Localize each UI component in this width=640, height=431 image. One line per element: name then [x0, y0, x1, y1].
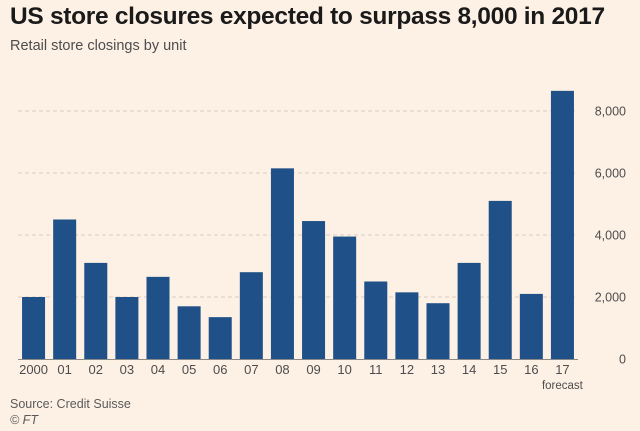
bar — [519, 293, 543, 359]
bar — [270, 168, 294, 359]
ft-credit: © FT — [10, 413, 38, 427]
x-tick-label: 01 — [57, 362, 71, 377]
y-tick-label: 6,000 — [595, 167, 626, 181]
x-tick-label: 16 — [524, 362, 538, 377]
bar — [457, 262, 481, 359]
bar — [146, 276, 170, 359]
source-note: Source: Credit Suisse — [10, 397, 131, 411]
bar — [488, 200, 512, 359]
x-tick-label: 04 — [151, 362, 165, 377]
x-tick-label: 06 — [213, 362, 227, 377]
y-tick-label: 2,000 — [595, 291, 626, 305]
bar — [333, 236, 357, 359]
x-tick-label: 09 — [306, 362, 320, 377]
x-tick-label: 13 — [431, 362, 445, 377]
x-tick-label: 10 — [337, 362, 351, 377]
bar — [115, 297, 139, 359]
bar — [395, 292, 419, 359]
x-tick-label: 15 — [493, 362, 507, 377]
x-tick-label: 03 — [120, 362, 134, 377]
bar — [53, 219, 77, 359]
x-tick-label: 11 — [369, 362, 383, 377]
bar — [22, 297, 46, 359]
chart-title: US store closures expected to surpass 8,… — [10, 3, 605, 30]
x-tick-label: 08 — [275, 362, 289, 377]
bar — [239, 272, 263, 359]
x-tick-label: 05 — [182, 362, 196, 377]
bar — [550, 90, 574, 359]
x-tick-label: 07 — [244, 362, 258, 377]
bar — [302, 221, 326, 359]
bar — [208, 317, 232, 359]
x-tick-label: 12 — [400, 362, 414, 377]
y-tick-label: 0 — [619, 353, 626, 367]
x-tick-label: 14 — [462, 362, 476, 377]
bar — [426, 303, 450, 359]
bar — [364, 281, 388, 359]
bar — [84, 262, 108, 359]
x-tick-label: 2000 — [19, 362, 48, 377]
x-tick-label: 17 — [555, 362, 569, 377]
y-tick-label: 4,000 — [595, 229, 626, 243]
forecast-note: forecast — [542, 380, 584, 392]
bar — [177, 306, 201, 359]
y-tick-label: 8,000 — [595, 105, 626, 119]
x-tick-label: 02 — [89, 362, 103, 377]
chart-subtitle: Retail store closings by unit — [10, 38, 187, 54]
